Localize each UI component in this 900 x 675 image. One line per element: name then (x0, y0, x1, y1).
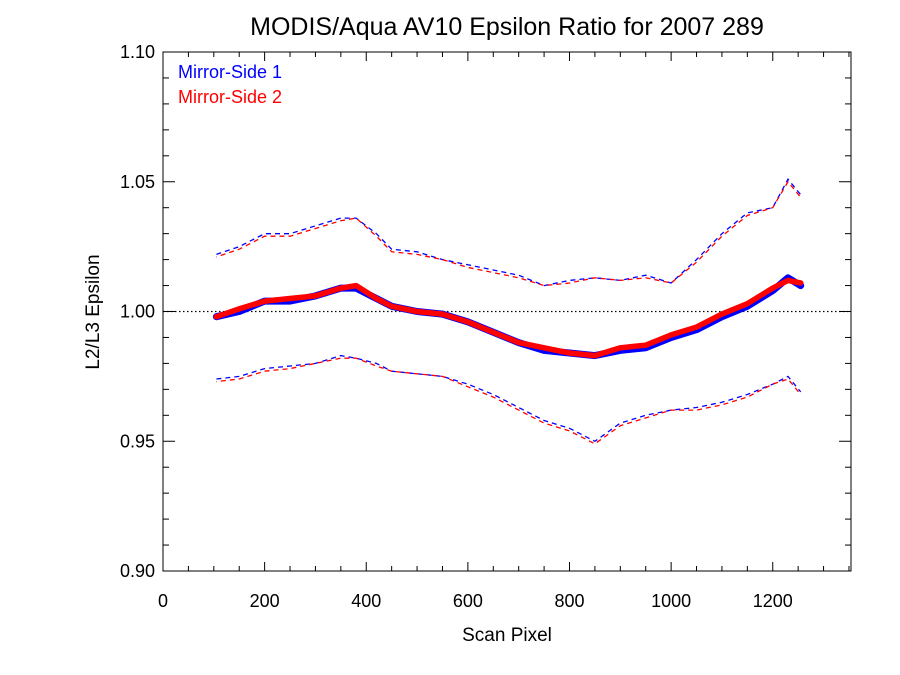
x-tick-label: 1200 (753, 591, 793, 611)
legend-entry-mirror-side-2: Mirror-Side 2 (178, 87, 282, 107)
data-point (744, 301, 750, 307)
data-point (389, 303, 395, 309)
series-mirror-side-2-points (213, 277, 804, 359)
data-point (490, 329, 496, 335)
y-axis-label: L2/L3 Epsilon (83, 254, 104, 369)
data-point (693, 324, 700, 330)
series-mirror-side-1-upper-bound (216, 178, 802, 287)
data-point (592, 353, 598, 359)
data-point (798, 280, 804, 286)
data-point (373, 295, 380, 302)
data-point (287, 295, 293, 302)
x-tick-label: 400 (351, 591, 381, 611)
data-point (465, 319, 471, 325)
tick-marks (162, 51, 851, 572)
series-mirror-side-2-lower-bound (216, 357, 802, 445)
y-tick-label: 0.95 (120, 431, 155, 451)
data-point (770, 285, 776, 291)
data-point (566, 350, 573, 356)
data-point (516, 340, 522, 346)
data-point (719, 311, 725, 317)
y-tick-label: 1.05 (120, 172, 155, 192)
data-point (213, 314, 219, 320)
legend-entry-mirror-side-1: Mirror-Side 1 (178, 62, 282, 82)
data-point (617, 345, 623, 351)
x-tick-label: 600 (453, 591, 483, 611)
y-axis-ticks: 0.90 0.95 1.00 1.05 1.10 (120, 42, 155, 581)
x-tick-label: 200 (250, 591, 280, 611)
x-axis-ticks: 0 200 400 600 800 1000 1200 (158, 591, 793, 611)
y-tick-label: 1.10 (120, 42, 155, 62)
data-point (236, 306, 242, 312)
data-point (439, 311, 446, 317)
x-tick-label: 1000 (651, 591, 691, 611)
x-tick-label: 800 (554, 591, 584, 611)
data-point (262, 298, 268, 304)
data-point (338, 285, 344, 291)
data-point (312, 293, 319, 299)
y-tick-label: 0.90 (120, 561, 155, 581)
series-mirror-side-1-lower-bound (216, 354, 802, 443)
series-mirror-side-2-upper-bound (216, 180, 802, 287)
legend: Mirror-Side 1 Mirror-Side 2 (178, 62, 282, 107)
data-point (643, 342, 649, 348)
y-tick-label: 1.00 (120, 302, 155, 322)
x-axis-label: Scan Pixel (462, 625, 552, 646)
data-point (353, 282, 359, 289)
series-mirror-side-2-line (213, 277, 804, 359)
data-point (541, 345, 547, 351)
data-point (668, 332, 674, 338)
plot-area (163, 178, 851, 445)
x-tick-label: 0 (158, 591, 168, 611)
chart-title: MODIS/Aqua AV10 Epsilon Ratio for 2007 2… (250, 13, 764, 41)
data-point (414, 308, 420, 315)
data-point (785, 277, 791, 283)
